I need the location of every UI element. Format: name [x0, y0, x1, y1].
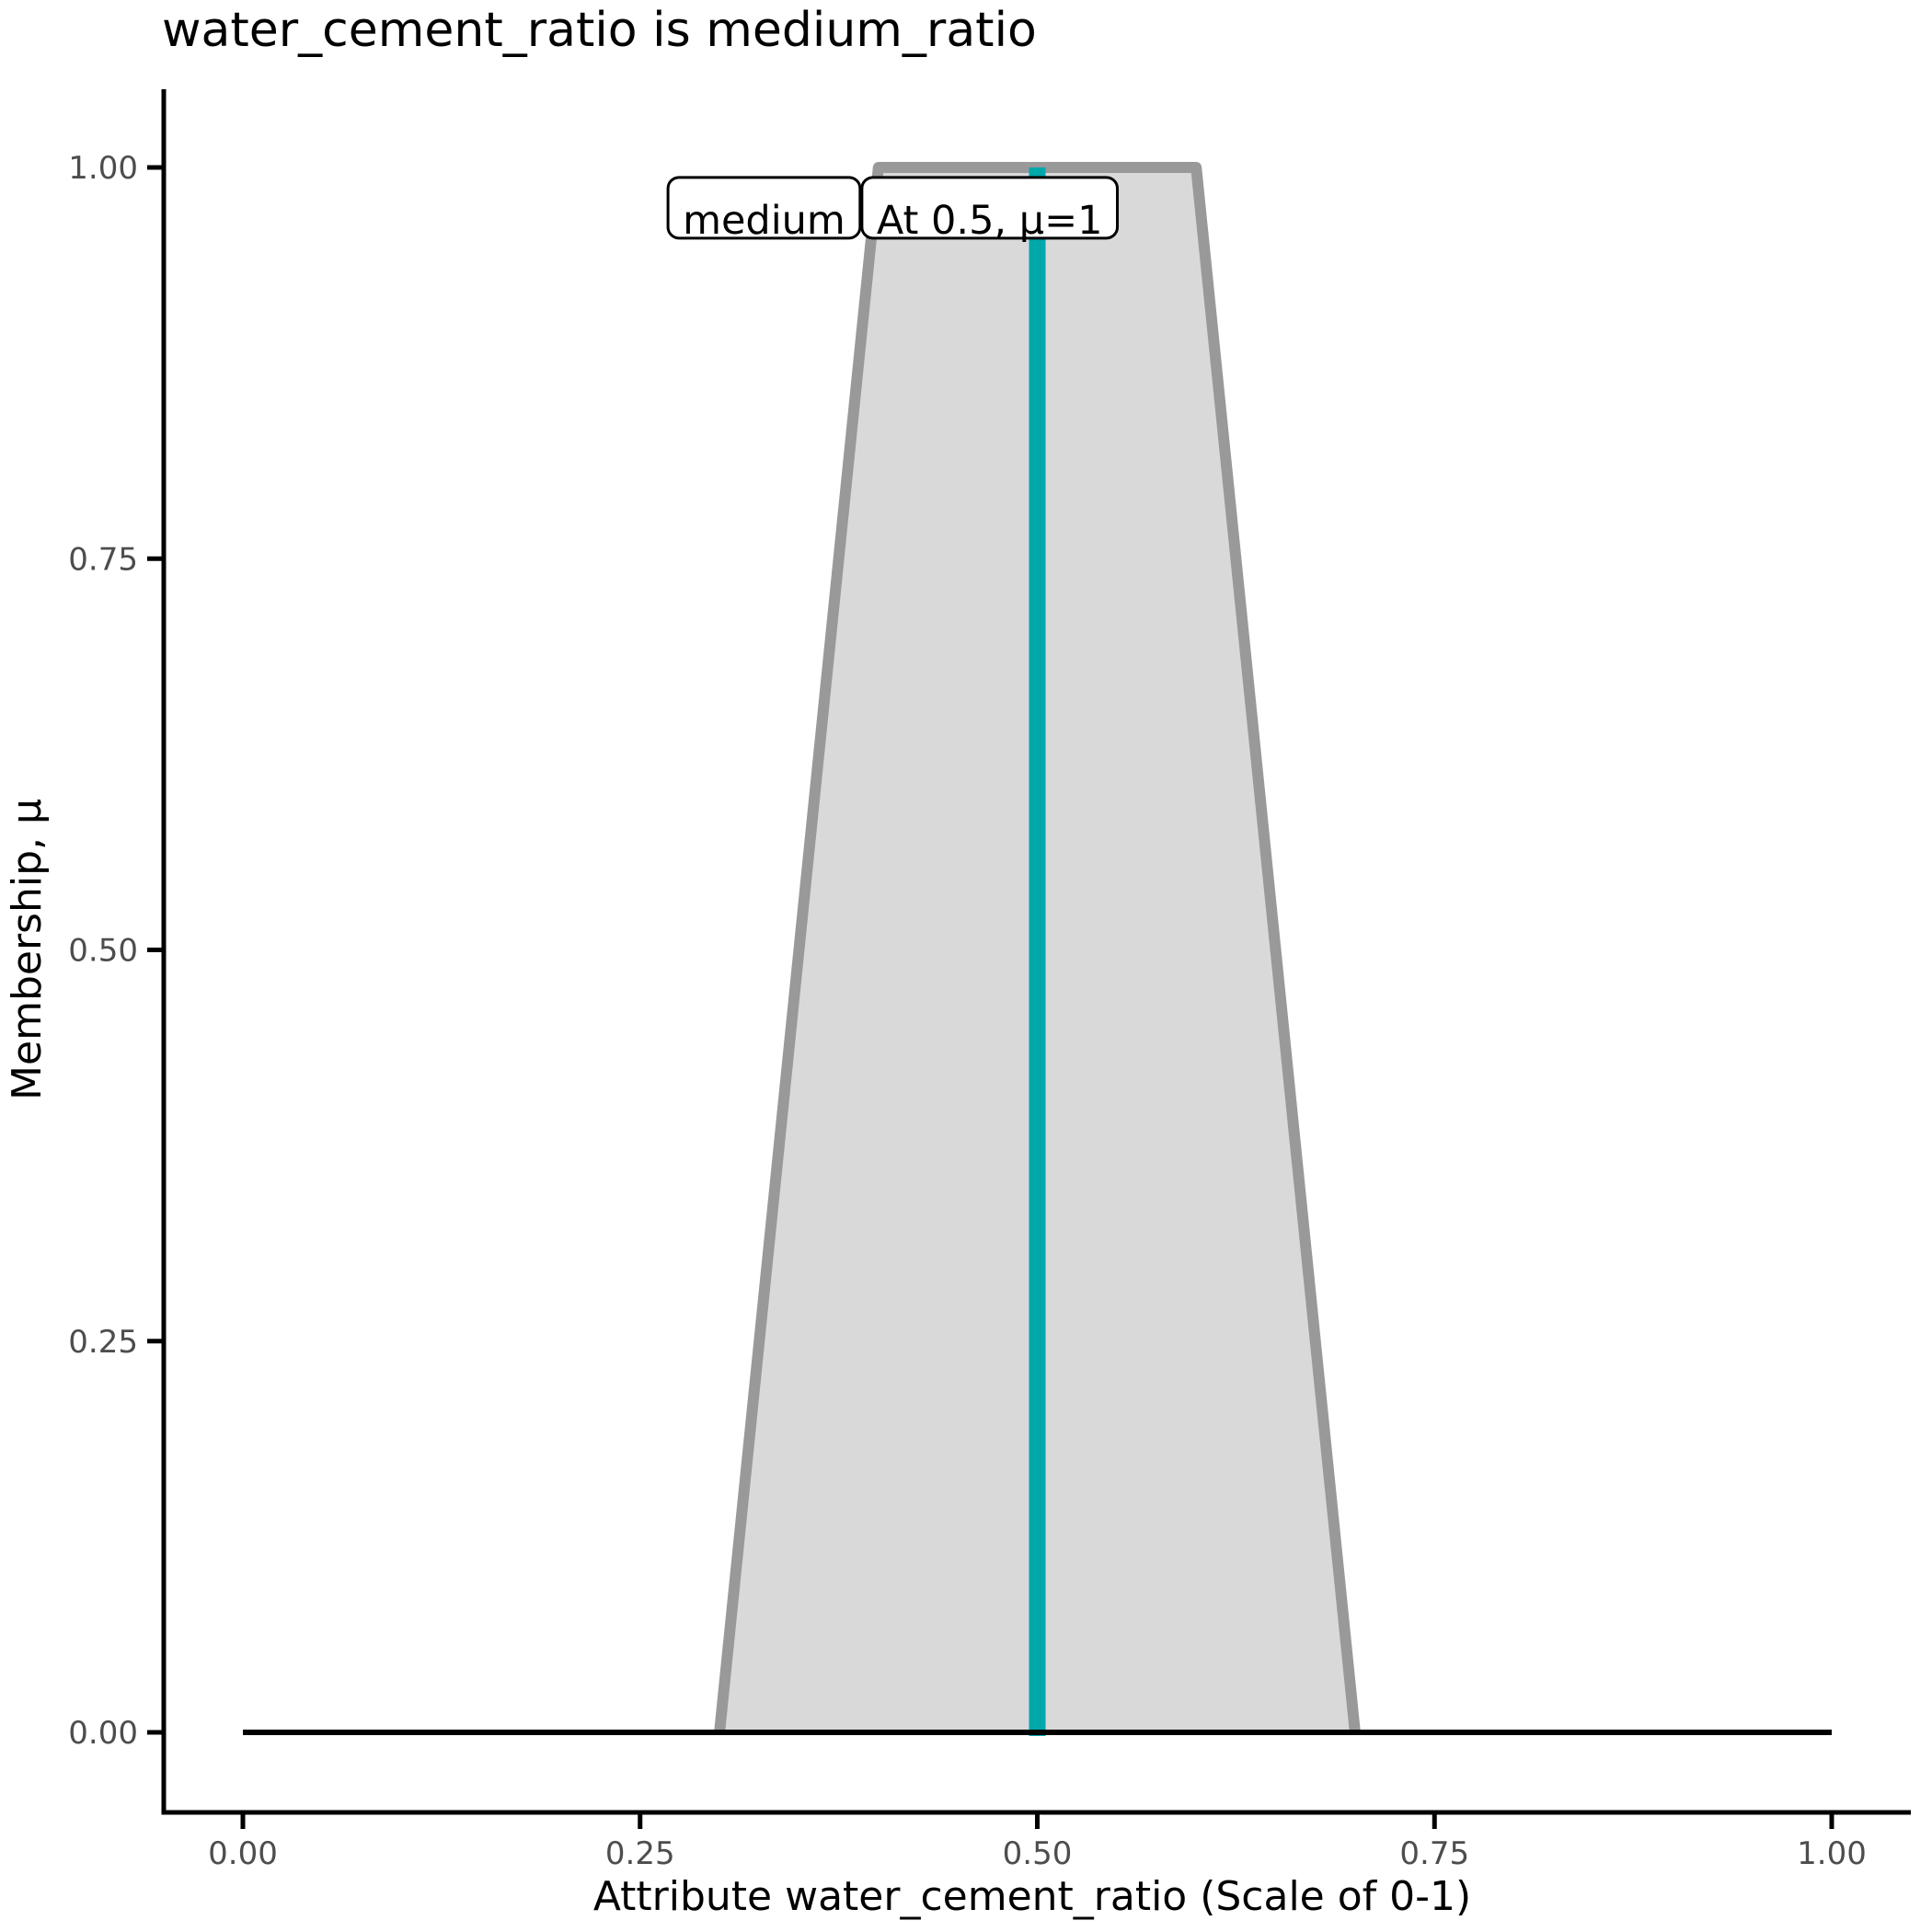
y-tick-label: 0.50	[68, 933, 138, 970]
x-tick-label: 0.00	[208, 1835, 278, 1872]
x-tick-label: 1.00	[1797, 1835, 1867, 1872]
y-tick-label: 0.00	[68, 1715, 138, 1752]
y-tick-label: 1.00	[68, 150, 138, 187]
annotation-label-box	[666, 176, 862, 240]
x-tick-label: 0.25	[605, 1835, 675, 1872]
x-tick-label: 0.50	[1003, 1835, 1073, 1872]
annotation-label-text: At 0.5, μ=1	[877, 198, 1103, 244]
x-axis-title: Attribute water_cement_ratio (Scale of 0…	[593, 1873, 1471, 1920]
annotation-label-text: medium	[683, 198, 845, 244]
x-tick-label: 0.75	[1399, 1835, 1469, 1872]
y-axis-title: Membership, μ	[4, 799, 51, 1100]
annotation-label-box	[860, 176, 1120, 240]
y-tick-label: 0.75	[68, 541, 138, 578]
y-tick-label: 0.25	[68, 1324, 138, 1361]
chart-root: 0.00 0.25 0.50 0.75 1.00 0.00 0.25 0.50 0.75 1.00…	[68, 89, 1911, 1872]
chart-title: water_cement_ratio is medium_ratio	[162, 3, 1037, 58]
